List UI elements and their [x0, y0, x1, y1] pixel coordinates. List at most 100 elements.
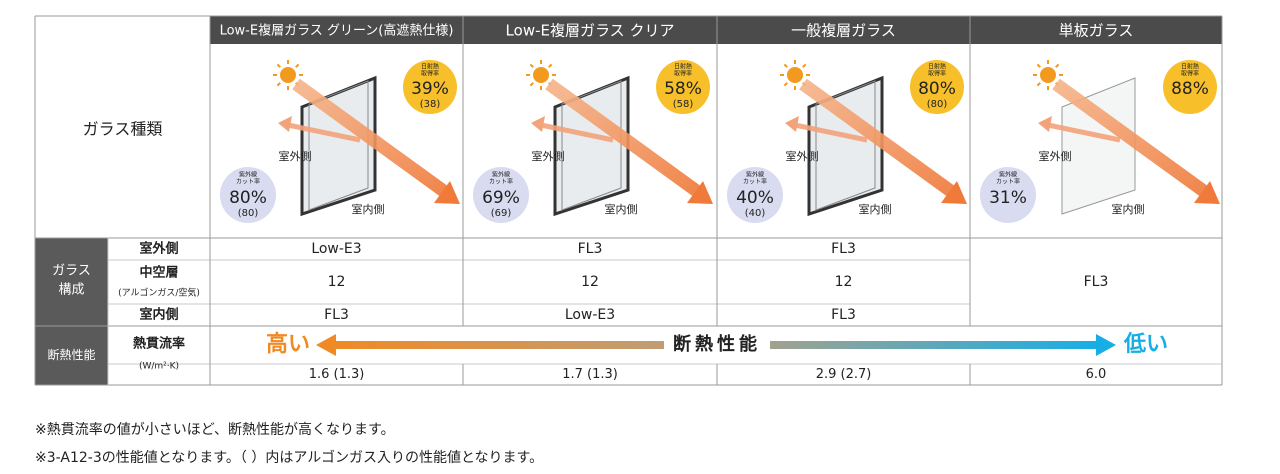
glass-illustration — [980, 60, 1220, 223]
solar-sub: (80) — [927, 99, 948, 110]
outside-label: 室外側 — [786, 150, 819, 163]
glass-illustration — [473, 60, 713, 223]
uv-bubble — [220, 167, 276, 223]
reflect-head — [531, 116, 545, 132]
sun-ray — [529, 82, 534, 87]
uv-label: カット率 — [489, 178, 513, 186]
solar-arrow — [799, 78, 956, 198]
glass-pane-inner — [308, 80, 369, 211]
cell-value: FL3 — [1084, 274, 1109, 290]
column-header: Low-E複層ガラス グリーン(高遮熱仕様) — [220, 23, 454, 39]
solar-label: 取得率 — [928, 70, 946, 78]
row-label: 熱貫流率 — [133, 336, 185, 352]
sun-ray — [1036, 63, 1041, 68]
label-bg — [35, 238, 108, 385]
group-label: 断熱性能 — [47, 348, 95, 362]
solar-head — [687, 181, 713, 204]
row-sublabel: (W/m²·K) — [139, 362, 179, 372]
row-label: 室外側 — [139, 241, 178, 257]
solar-arrow — [292, 78, 449, 198]
uv-bubble — [727, 167, 783, 223]
uv-value: 40% — [736, 188, 774, 208]
uv-bubble — [980, 167, 1036, 223]
reflect-head — [278, 116, 292, 132]
solar-head — [941, 181, 967, 204]
cell-value: 12 — [835, 274, 853, 290]
solar-label: 取得率 — [674, 70, 692, 78]
header-bg — [210, 16, 1222, 44]
uv-sub: (80) — [238, 208, 259, 219]
sun — [1040, 67, 1056, 83]
solar-bubble — [1163, 60, 1217, 114]
uv-value: 80% — [229, 188, 267, 208]
column-header: Low-E複層ガラス クリア — [506, 22, 675, 40]
column-header: 一般複層ガラス — [791, 22, 896, 40]
solar-arrow — [1052, 78, 1209, 198]
glass-pane-inner — [815, 80, 876, 211]
uv-label: カット率 — [236, 178, 260, 186]
solar-bubble — [656, 60, 710, 114]
cell-value: 12 — [581, 274, 599, 290]
uv-label: 紫外線 — [999, 171, 1017, 179]
sun-ray — [295, 63, 300, 68]
cell-value: 1.6 (1.3) — [309, 367, 365, 382]
cell-value: 6.0 — [1086, 367, 1107, 382]
solar-value: 80% — [918, 79, 956, 99]
note: ※3-A12-3の性能値となります。（ ）内はアルゴンガス入りの性能値となります… — [35, 449, 543, 466]
sun-ray — [783, 63, 788, 68]
inside-label: 室内側 — [352, 202, 385, 216]
solar-value: 58% — [664, 79, 702, 99]
solar-head — [1194, 181, 1220, 204]
column-header: 単板ガラス — [1059, 22, 1134, 40]
sun — [787, 67, 803, 83]
row-label: 中空層 — [139, 265, 178, 281]
scale-title-bg — [664, 333, 770, 357]
uv-sub: (40) — [745, 208, 766, 219]
solar-value: 88% — [1171, 79, 1209, 99]
solar-label: 日射熱 — [674, 63, 692, 71]
sun-ray — [1055, 63, 1060, 68]
reflect-arrow — [794, 122, 868, 143]
reflect-arrow — [1047, 122, 1121, 143]
solar-head — [434, 181, 460, 204]
scale-low: 低い — [1123, 332, 1168, 357]
inside-label: 室内側 — [1112, 202, 1145, 216]
uv-label: カット率 — [743, 178, 767, 186]
sun-ray — [1036, 82, 1041, 87]
solar-value: 39% — [411, 79, 449, 99]
inside-label: 室内側 — [859, 202, 892, 216]
cell-value: Low-E3 — [311, 241, 361, 257]
solar-bubble — [403, 60, 457, 114]
reflect-head — [785, 116, 799, 132]
solar-label: 日射熱 — [1181, 63, 1199, 71]
scale-title: 断熱性能 — [673, 333, 761, 355]
cell-value: FL3 — [578, 241, 603, 257]
uv-label: 紫外線 — [239, 171, 257, 179]
note: ※熱貫流率の値が小さいほど、断熱性能が高くなります。 — [35, 421, 395, 438]
outside-label: 室外側 — [532, 150, 565, 163]
glass-illustration — [220, 60, 460, 223]
cell-value: Low-E3 — [565, 307, 615, 323]
row-sublabel: (アルゴンガス/空気) — [118, 287, 200, 299]
uv-label: カット率 — [996, 178, 1020, 186]
glass-illustration — [727, 60, 967, 223]
cell-value: FL3 — [831, 307, 856, 323]
solar-sub: (58) — [673, 99, 694, 110]
uv-bubble — [473, 167, 529, 223]
solar-arrow — [545, 78, 702, 198]
reflect-arrow — [540, 122, 614, 143]
outside-label: 室外側 — [279, 150, 312, 163]
uv-sub: (69) — [491, 208, 512, 219]
solar-bubble — [910, 60, 964, 114]
cell-value: 2.9 (2.7) — [816, 367, 872, 382]
sun-ray — [548, 63, 553, 68]
inside-label: 室内側 — [605, 202, 638, 216]
solar-label: 日射熱 — [421, 63, 439, 71]
reflect-head — [1038, 116, 1052, 132]
row-label: 室内側 — [139, 307, 178, 323]
sun — [280, 67, 296, 83]
sun-ray — [783, 82, 788, 87]
cell-value: 1.7 (1.3) — [562, 367, 618, 382]
